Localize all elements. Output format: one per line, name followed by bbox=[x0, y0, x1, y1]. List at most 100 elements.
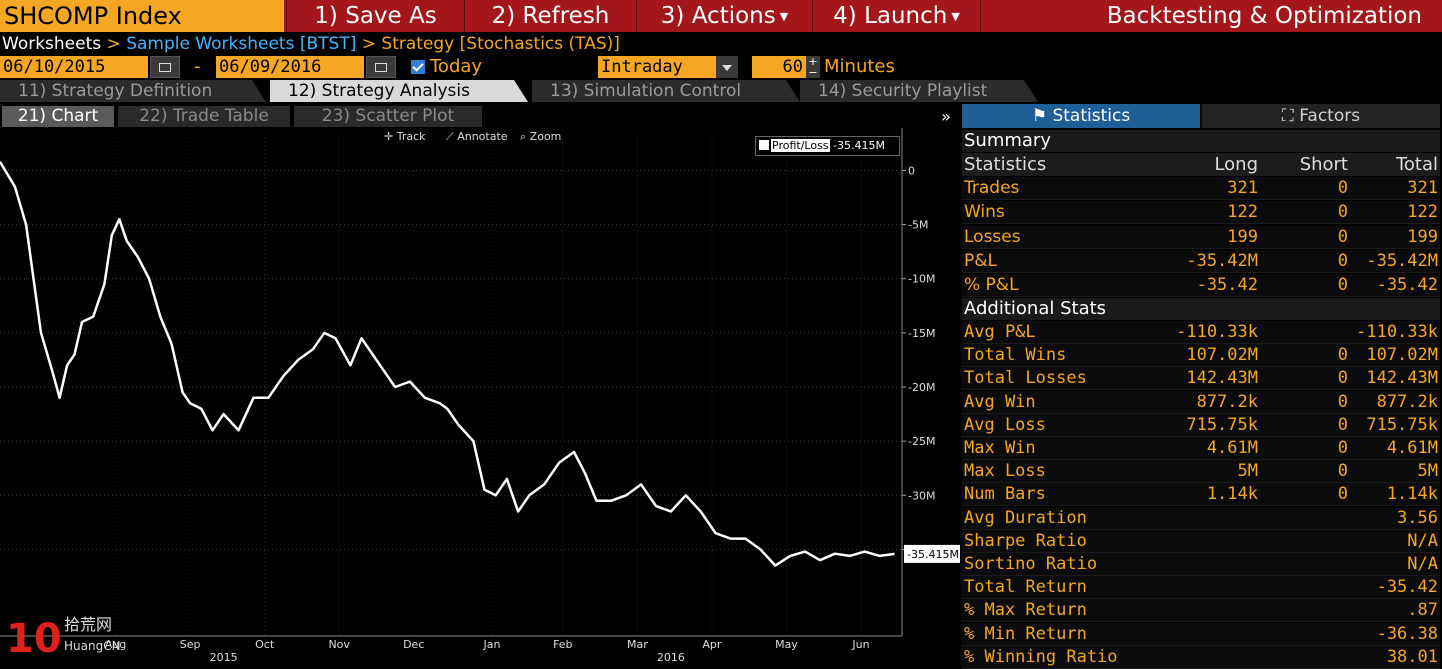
stat-total: 321 bbox=[1407, 178, 1438, 198]
x-tick-label: Apr bbox=[702, 638, 722, 651]
breadcrumb-strategy-link[interactable]: Strategy [Stochastics (TAS)] bbox=[381, 34, 620, 54]
watermark-site: HuangCN bbox=[64, 639, 121, 653]
stat-row: % P&L -35.42 0 -35.42 bbox=[962, 274, 1440, 298]
x-tick-label: Aug bbox=[105, 638, 126, 651]
tab-strategy-analysis[interactable]: 12) Strategy Analysis bbox=[270, 80, 528, 102]
start-calendar-button[interactable] bbox=[150, 56, 180, 78]
stat-row: Avg Loss 715.75k 0 715.75k bbox=[962, 413, 1440, 437]
save-as-label: 1) Save As bbox=[314, 3, 437, 29]
refresh-button[interactable]: 2) Refresh bbox=[464, 0, 636, 32]
stat-row: Total Return -35.42 bbox=[962, 576, 1440, 600]
stat-short: 0 bbox=[1337, 345, 1348, 366]
stat-short: 0 bbox=[1337, 391, 1348, 412]
profit-loss-chart[interactable]: 0-5M-10M-15M-20M-25M-30M-35MAugSepOctNov… bbox=[0, 128, 960, 665]
stat-long: -110.33k bbox=[1176, 322, 1258, 342]
stat-name: Num Bars bbox=[964, 484, 1046, 505]
breadcrumb-root[interactable]: Worksheets bbox=[2, 34, 102, 54]
stat-total: 122 bbox=[1407, 202, 1438, 223]
stat-row: Trades 321 0 321 bbox=[962, 177, 1440, 200]
stat-row: Total Wins 107.02M 0 107.02M bbox=[962, 344, 1440, 368]
track-tool[interactable]: ✛ Track bbox=[384, 130, 426, 144]
subtab-chart[interactable]: 21) Chart bbox=[2, 106, 114, 127]
track-label: Track bbox=[396, 130, 426, 143]
stat-short: 0 bbox=[1337, 178, 1348, 198]
stat-total: -35.42M bbox=[1366, 250, 1438, 271]
collapse-panel-icon[interactable]: » bbox=[941, 107, 951, 126]
stat-total: 3.56 bbox=[1397, 507, 1438, 528]
y-tick-label: -15M bbox=[908, 327, 935, 340]
stat-short: 0 bbox=[1337, 438, 1348, 458]
menu-divider bbox=[980, 0, 982, 32]
tab-statistics[interactable]: ⚑ Statistics bbox=[962, 104, 1200, 128]
y-tick-label: -5M bbox=[908, 219, 928, 232]
stat-row: Total Losses 142.43M 0 142.43M bbox=[962, 367, 1440, 391]
interval-select[interactable]: Intraday bbox=[598, 56, 716, 78]
y-tick-label: -30M bbox=[908, 489, 935, 502]
stat-total: -35.42 bbox=[1376, 275, 1438, 296]
zoom-label: Zoom bbox=[529, 130, 562, 143]
zoom-tool[interactable]: ⌕ Zoom bbox=[520, 130, 561, 144]
stat-name: Avg Duration bbox=[964, 507, 1087, 528]
legend-value: -35.415M bbox=[833, 139, 885, 152]
stat-row: Max Loss 5M 0 5M bbox=[962, 460, 1440, 484]
chevron-down-icon: ▼ bbox=[951, 9, 960, 23]
stat-total: 877.2k bbox=[1376, 391, 1438, 412]
stat-long: 4.61M bbox=[1206, 438, 1258, 458]
stat-row: P&L -35.42M 0 -35.42M bbox=[962, 249, 1440, 273]
launch-menu-button[interactable]: 4) Launch ▼ bbox=[812, 0, 980, 32]
statistics-icon: ⚑ bbox=[1031, 106, 1053, 126]
watermark-cn: 拾荒网 bbox=[64, 615, 112, 634]
app-title: Backtesting & Optimization bbox=[1106, 3, 1422, 29]
stat-row: Wins 122 0 122 bbox=[962, 201, 1440, 225]
stat-total: -110.33k bbox=[1356, 322, 1438, 342]
subtab-scatter-plot[interactable]: 23) Scatter Plot bbox=[294, 106, 482, 127]
y-tick-label: -10M bbox=[908, 273, 935, 286]
profit-loss-series-line bbox=[0, 161, 895, 567]
stat-total: 4.61M bbox=[1386, 438, 1438, 458]
stat-name: Total Return bbox=[964, 577, 1087, 598]
annotate-tool[interactable]: ⟋ Annotate bbox=[446, 130, 508, 144]
stat-total: -36.38 bbox=[1376, 623, 1438, 644]
end-date-input[interactable]: 06/09/2016 bbox=[216, 56, 364, 78]
bar-size-stepper[interactable]: + − bbox=[806, 56, 820, 78]
tab-security-playlist[interactable]: 14) Security Playlist bbox=[800, 80, 1038, 102]
stat-total: N/A bbox=[1407, 554, 1438, 574]
bar-size-input[interactable]: 60 bbox=[752, 56, 806, 78]
subtab-trade-table[interactable]: 22) Trade Table bbox=[118, 106, 290, 127]
tab-statistics-label: Statistics bbox=[1052, 106, 1131, 126]
stat-row: Sortino Ratio N/A bbox=[962, 553, 1440, 576]
stat-long: -35.42M bbox=[1186, 250, 1258, 271]
stat-name: % Winning Ratio bbox=[964, 646, 1118, 667]
breadcrumb-separator: > bbox=[106, 34, 121, 54]
stat-total: N/A bbox=[1407, 530, 1438, 551]
today-checkbox[interactable] bbox=[411, 60, 425, 74]
zoom-icon: ⌕ bbox=[520, 130, 530, 143]
x-tick-label: Jun bbox=[851, 638, 869, 651]
stat-short: 0 bbox=[1337, 202, 1348, 223]
legend-name: Profit/Loss bbox=[771, 139, 830, 152]
end-calendar-button[interactable] bbox=[366, 56, 396, 78]
stat-name: Sortino Ratio bbox=[964, 554, 1098, 574]
tab-strategy-definition[interactable]: 11) Strategy Definition bbox=[0, 80, 266, 102]
interval-dropdown-button[interactable] bbox=[716, 56, 738, 78]
tab-factors[interactable]: ⛶ Factors bbox=[1202, 104, 1440, 128]
tab-simulation-control[interactable]: 13) Simulation Control bbox=[532, 80, 800, 102]
stat-row: % Winning Ratio 38.01 bbox=[962, 645, 1440, 669]
x-tick-label: Oct bbox=[255, 638, 275, 651]
actions-menu-button[interactable]: 3) Actions ▼ bbox=[636, 0, 812, 32]
stat-name: Total Losses bbox=[964, 368, 1087, 389]
stat-long: -35.42 bbox=[1196, 275, 1258, 296]
breadcrumb-separator: > bbox=[361, 34, 376, 54]
stat-name: % Max Return bbox=[964, 600, 1087, 621]
stat-long: 715.75k bbox=[1186, 414, 1258, 435]
breadcrumb-worksheets-link[interactable]: Sample Worksheets [BTST] bbox=[126, 34, 357, 54]
ticker-field[interactable]: SHCOMP Index bbox=[0, 0, 284, 32]
stat-name: Avg Win bbox=[964, 391, 1036, 412]
today-label: Today bbox=[430, 56, 483, 77]
save-as-button[interactable]: 1) Save As bbox=[286, 0, 464, 32]
stat-name: % Min Return bbox=[964, 623, 1087, 644]
summary-section-title: Summary bbox=[962, 130, 1440, 152]
x-tick-label: May bbox=[775, 638, 798, 651]
calendar-icon bbox=[375, 63, 387, 72]
start-date-input[interactable]: 06/10/2015 bbox=[0, 56, 148, 78]
